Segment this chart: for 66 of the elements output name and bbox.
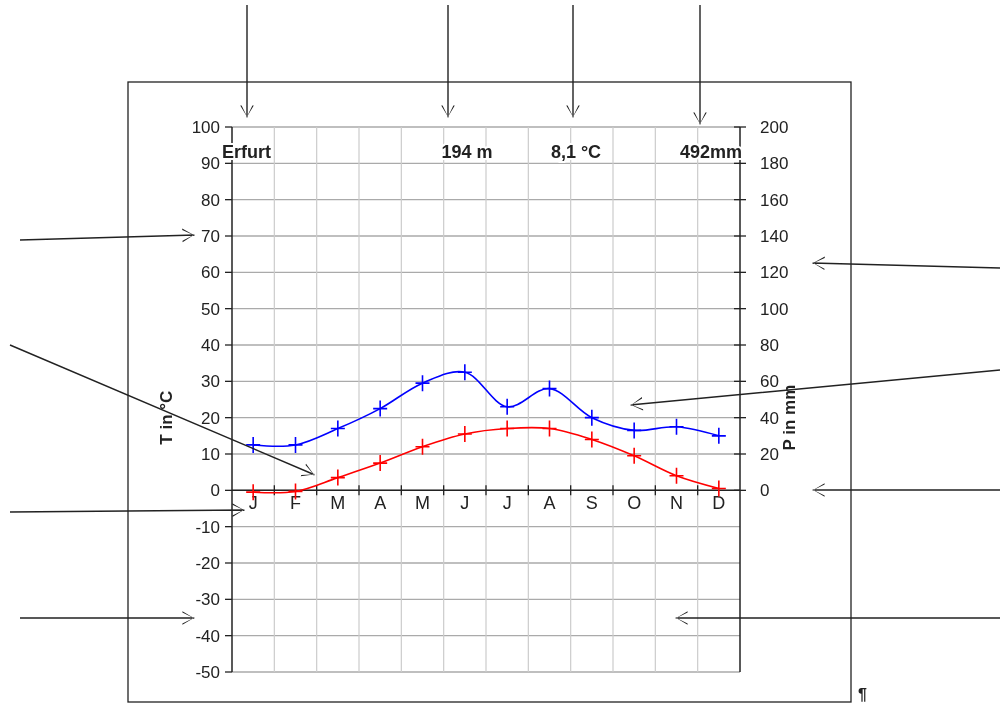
y-tick-label: -40: [195, 626, 220, 646]
annotation: 8,1 °C: [550, 142, 602, 162]
y2-tick-label: 40: [760, 408, 779, 428]
point: [245, 436, 261, 454]
point: [668, 467, 685, 485]
y-tick-label: -10: [195, 517, 220, 537]
y2-tick-label: 100: [760, 299, 789, 319]
x-tick-label: N: [670, 493, 683, 514]
y-tick-label: 60: [201, 263, 220, 283]
y-tick-label: -30: [195, 590, 220, 610]
y2-tick-label: 200: [760, 117, 789, 137]
y2-tick-label: 0: [760, 481, 770, 501]
y2-tick-label: 120: [760, 263, 789, 283]
y-tick-label: 90: [201, 154, 220, 174]
y-tick-label: 40: [201, 335, 220, 355]
y2-tick-label: 160: [760, 190, 789, 210]
point: [330, 468, 346, 487]
y2-tick-label: 60: [760, 372, 779, 392]
point: [626, 421, 642, 440]
y-tick-label: 80: [201, 190, 220, 210]
point: [626, 447, 642, 465]
point: [330, 419, 346, 438]
x-tick-label: M: [415, 493, 430, 514]
y-axis-title: T in °C: [157, 390, 176, 445]
point: [584, 408, 600, 427]
x-tick-label: J: [460, 493, 470, 514]
y2-tick-label: 180: [760, 154, 789, 174]
y2-tick-label: 80: [760, 335, 779, 355]
point: [414, 437, 431, 456]
x-tick-label: S: [585, 493, 598, 514]
y-tick-label: 10: [201, 444, 220, 464]
x-tick-label: D: [712, 493, 726, 514]
x-tick-label: J: [248, 493, 258, 514]
point: [457, 425, 473, 443]
point: [541, 419, 558, 438]
point: [584, 430, 600, 449]
x-tick-label: O: [627, 493, 642, 514]
point: [499, 397, 515, 416]
y-tick-label: 100: [191, 117, 220, 137]
y-tick-label: 30: [201, 372, 220, 392]
y2-tick-label: 20: [760, 444, 779, 464]
x-tick-label: A: [543, 493, 556, 514]
x-tick-label: M: [330, 493, 346, 514]
point: [541, 379, 558, 398]
y-tick-label: -20: [195, 553, 220, 573]
y-tick-label: 0: [210, 481, 220, 501]
y-tick-label: 20: [201, 408, 220, 428]
point: [711, 479, 727, 498]
x-tick-label: F: [290, 493, 301, 514]
point: [711, 427, 727, 445]
point: [372, 454, 388, 472]
y-tick-label: 50: [201, 299, 220, 319]
point: [668, 417, 685, 436]
point: [457, 363, 473, 382]
annotation: 194 m: [441, 142, 493, 162]
y2-axis-title: P in mm: [780, 384, 799, 451]
y2-tick-label: 140: [760, 226, 789, 246]
point: [287, 436, 304, 454]
point: [499, 419, 515, 438]
x-tick-label: A: [374, 493, 387, 514]
y-tick-label: -50: [195, 662, 220, 682]
y-tick-label: 70: [201, 226, 220, 246]
point: [414, 374, 431, 392]
point: [372, 399, 388, 418]
x-tick-label: J: [502, 493, 512, 514]
text: ¶: [858, 686, 867, 703]
